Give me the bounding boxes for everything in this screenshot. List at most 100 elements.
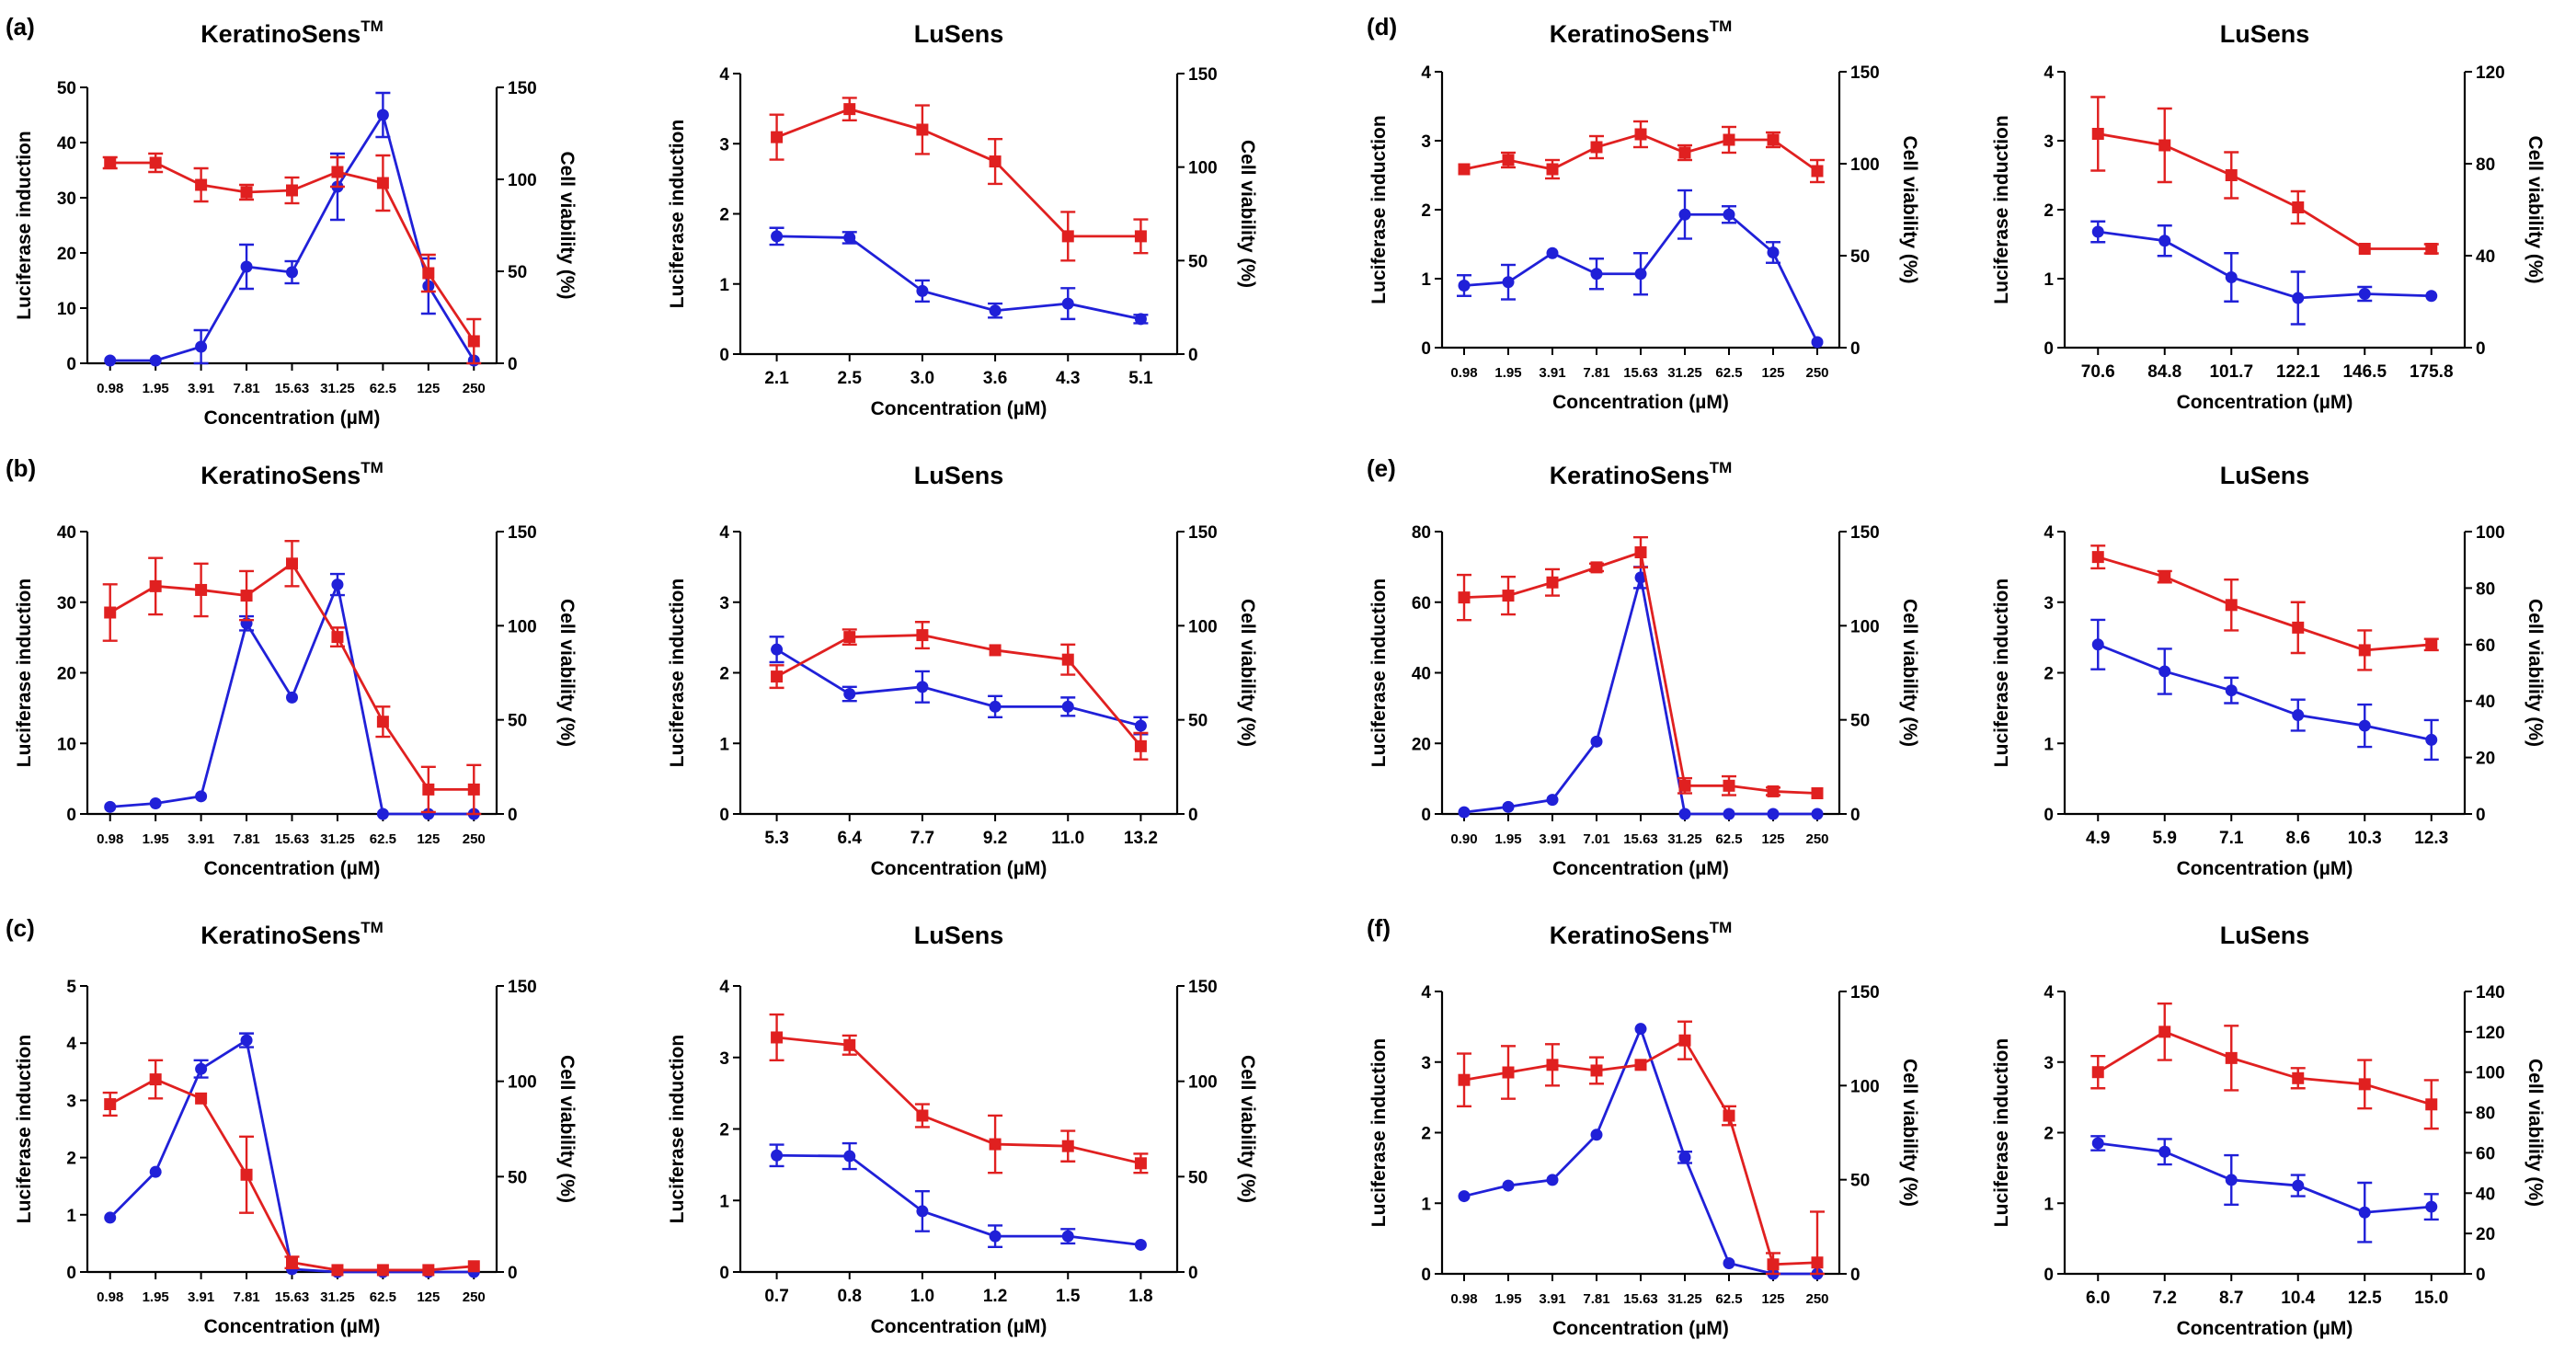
x-tick-label: 15.63 bbox=[1623, 365, 1658, 381]
x-axis-label: Concentration (µM) bbox=[871, 858, 1048, 879]
data-point-viability bbox=[331, 631, 344, 644]
y-left-tick-label: 10 bbox=[57, 735, 76, 754]
data-point-viability bbox=[1546, 576, 1559, 589]
chart-svg-e-keratino: (e) KeratinoSensTM 0 20 40 60 80 0 50 100 150 0.90 1… bbox=[1367, 454, 1920, 879]
x-tick-label: 4.9 bbox=[2086, 829, 2110, 848]
data-point-induction bbox=[286, 266, 298, 279]
data-point-viability bbox=[1723, 1109, 1735, 1122]
y-axis-label-right: Cell viability (%) bbox=[1237, 599, 1258, 747]
x-tick-label: 0.90 bbox=[1450, 831, 1477, 847]
x-tick-label: 0.7 bbox=[764, 1287, 788, 1306]
chart-title-superscript: TM bbox=[361, 459, 384, 476]
y-axis-label-right: Cell viability (%) bbox=[1899, 135, 1920, 283]
data-point-induction bbox=[104, 800, 117, 813]
data-point-induction bbox=[2225, 1174, 2238, 1186]
data-point-induction bbox=[1590, 268, 1603, 281]
x-tick-label: 3.91 bbox=[1539, 365, 1565, 381]
data-point-induction bbox=[771, 230, 784, 243]
y-left-tick-label: 5 bbox=[66, 978, 76, 997]
y-axis-label-left: Luciferase induction bbox=[1368, 579, 1390, 767]
chart-title-superscript: TM bbox=[1710, 919, 1733, 936]
x-tick-label: 7.1 bbox=[2219, 829, 2244, 848]
chart-title-text: LuSens bbox=[914, 20, 1004, 48]
data-point-viability bbox=[104, 156, 117, 169]
y-right-tick-label: 0 bbox=[1850, 1266, 1860, 1285]
data-point-viability bbox=[2292, 621, 2305, 634]
data-point-viability bbox=[2358, 644, 2371, 657]
data-point-induction bbox=[2091, 1137, 2104, 1150]
x-tick-label: 125 bbox=[1761, 1291, 1784, 1307]
data-point-induction bbox=[149, 1165, 162, 1178]
x-tick-label: 125 bbox=[417, 831, 440, 847]
series-line-viability bbox=[2097, 556, 2432, 652]
data-point-viability bbox=[843, 103, 856, 116]
data-point-viability bbox=[916, 123, 929, 136]
x-tick-label: 10.3 bbox=[2348, 829, 2382, 848]
y-left-tick-label: 0 bbox=[2044, 806, 2054, 825]
x-tick-label: 1.95 bbox=[1494, 831, 1521, 847]
x-tick-label: 5.9 bbox=[2153, 829, 2177, 848]
series-line-induction bbox=[109, 111, 475, 362]
y-axis-label-left: Luciferase induction bbox=[14, 131, 35, 319]
x-tick-label: 15.0 bbox=[2414, 1289, 2448, 1308]
data-point-induction bbox=[2225, 271, 2238, 283]
data-point-viability bbox=[1502, 154, 1515, 166]
y-right-tick-label: 120 bbox=[2476, 1024, 2505, 1043]
y-left-tick-label: 2 bbox=[719, 1121, 729, 1140]
data-point-induction bbox=[1502, 800, 1515, 813]
data-point-induction bbox=[1723, 808, 1735, 820]
x-tick-label: 31.25 bbox=[320, 1289, 355, 1305]
panel-label: (b) bbox=[6, 454, 36, 482]
data-point-viability bbox=[989, 1138, 1002, 1151]
y-right-tick-label: 100 bbox=[2476, 1064, 2505, 1083]
data-point-viability bbox=[467, 1260, 480, 1273]
y-right-tick-label: 0 bbox=[508, 1264, 518, 1283]
x-tick-label: 15.63 bbox=[275, 831, 310, 847]
y-left-tick-label: 0 bbox=[66, 1264, 76, 1283]
data-point-viability bbox=[2225, 169, 2238, 181]
x-tick-label: 250 bbox=[463, 1289, 486, 1305]
data-point-induction bbox=[1634, 1023, 1647, 1036]
data-point-viability bbox=[2292, 1071, 2305, 1084]
x-tick-label: 7.81 bbox=[1583, 365, 1609, 381]
data-point-induction bbox=[2292, 292, 2305, 304]
x-tick-label: 7.7 bbox=[910, 829, 934, 848]
chart-panel-a-keratino: (a) KeratinoSensTM 0 10 20 30 40 50 0 50 100 150 0.9… bbox=[0, 0, 578, 441]
chart-title: LuSens bbox=[2220, 462, 2310, 489]
y-right-tick-label: 150 bbox=[1188, 65, 1218, 85]
data-point-induction bbox=[1590, 1129, 1603, 1141]
data-point-induction bbox=[2358, 719, 2371, 732]
data-point-induction bbox=[422, 808, 435, 820]
y-right-tick-label: 100 bbox=[1850, 617, 1880, 636]
x-tick-label: 13.2 bbox=[1124, 829, 1158, 848]
data-point-viability bbox=[1134, 230, 1147, 243]
y-right-tick-label: 80 bbox=[2476, 1105, 2495, 1124]
y-axis-label-right: Cell viability (%) bbox=[1899, 1059, 1920, 1207]
x-tick-label: 7.81 bbox=[233, 1289, 259, 1305]
data-point-viability bbox=[1458, 591, 1471, 604]
data-point-viability bbox=[376, 177, 389, 189]
x-tick-label: 2.5 bbox=[838, 369, 863, 388]
x-tick-label: 11.0 bbox=[1051, 829, 1084, 848]
y-right-tick-label: 150 bbox=[1850, 983, 1880, 1003]
data-point-viability bbox=[1502, 1066, 1515, 1079]
x-tick-label: 0.98 bbox=[97, 1289, 123, 1305]
y-axis-label-left: Luciferase induction bbox=[667, 1035, 688, 1223]
data-point-viability bbox=[422, 1264, 435, 1277]
series-line-viability bbox=[776, 108, 1141, 238]
y-right-tick-label: 40 bbox=[2476, 693, 2495, 712]
x-tick-label: 15.63 bbox=[275, 1289, 310, 1305]
y-left-tick-label: 4 bbox=[719, 65, 729, 85]
y-left-tick-label: 4 bbox=[2044, 63, 2054, 83]
x-tick-label: 250 bbox=[1805, 365, 1828, 381]
data-point-viability bbox=[1134, 739, 1147, 752]
data-point-induction bbox=[2292, 1179, 2305, 1192]
x-tick-label: 7.81 bbox=[233, 831, 259, 847]
y-left-tick-label: 0 bbox=[719, 346, 729, 365]
data-point-induction bbox=[195, 790, 208, 803]
chart-title-text: KeratinoSens bbox=[200, 462, 361, 489]
y-left-tick-label: 0 bbox=[719, 1264, 729, 1283]
data-point-viability bbox=[467, 783, 480, 796]
data-point-viability bbox=[2358, 243, 2371, 255]
